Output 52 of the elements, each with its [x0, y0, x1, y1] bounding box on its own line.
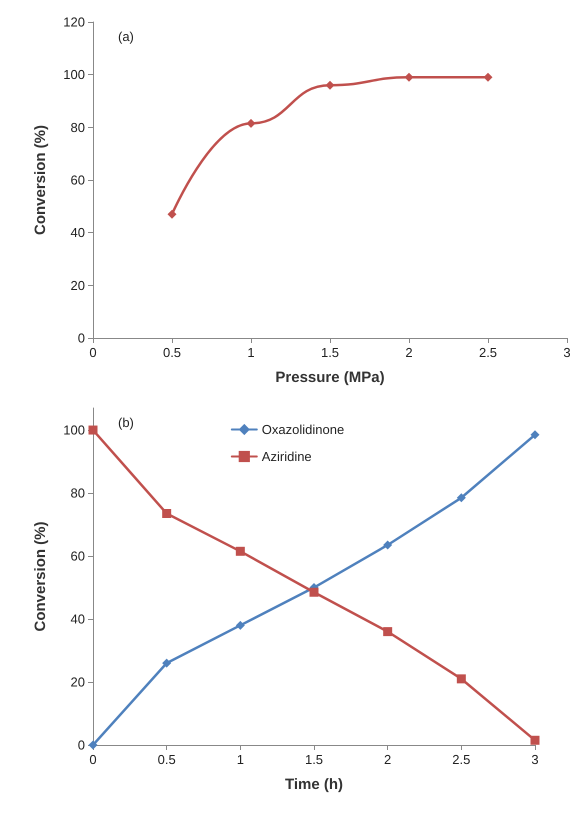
point: [404, 72, 414, 82]
x-tick-label: 0: [89, 752, 97, 767]
point: [530, 430, 540, 440]
point: [162, 509, 172, 518]
y-tick-label: 0: [78, 330, 85, 346]
x-axis-title: Pressure (MPa): [275, 369, 385, 386]
y-tick-label: 20: [70, 278, 85, 293]
point: [530, 736, 540, 745]
x-tick-label: 1.5: [320, 345, 340, 360]
y-tick-label: 100: [63, 422, 85, 438]
y-tick-label: 120: [63, 14, 85, 30]
legend-label: Oxazolidinone: [262, 422, 344, 437]
x-tick-label: 0.5: [162, 345, 182, 360]
x-tick-label: 1: [247, 345, 255, 360]
x-tick-label: 1.5: [304, 752, 324, 767]
point: [383, 540, 392, 550]
annotation: (b): [118, 415, 134, 430]
x-tick-label: 2: [384, 752, 392, 767]
x-tick-label: 2: [405, 345, 413, 360]
y-axis-title: Conversion (%): [32, 521, 49, 632]
point: [456, 493, 466, 502]
x-tick-label: 3: [563, 345, 571, 360]
y-tick-label: 60: [70, 548, 85, 564]
x-tick-label: 2.5: [452, 752, 470, 767]
y-tick-label: 40: [70, 612, 85, 627]
legend-label: Aziridine: [262, 449, 312, 464]
x-tick-label: 0.5: [158, 752, 176, 767]
y-tick-label: 20: [70, 674, 85, 690]
y-tick-label: 40: [70, 225, 85, 240]
point: [456, 674, 466, 684]
point: [484, 72, 492, 82]
point: [88, 426, 98, 435]
point: [162, 658, 172, 668]
x-tick-label: 2.5: [478, 345, 498, 360]
point: [310, 588, 318, 597]
point: [236, 546, 245, 556]
x-tick-label: 1: [236, 752, 244, 767]
x-tick-label: 3: [531, 752, 539, 767]
x-tick-label: 0: [89, 345, 97, 360]
y-tick-label: 80: [70, 486, 85, 501]
y-tick-label: 60: [70, 172, 85, 188]
y-tick-label: 80: [70, 120, 85, 135]
point: [383, 627, 392, 636]
y-tick-label: 100: [63, 67, 85, 82]
y-tick-label: 0: [78, 738, 85, 752]
point: [246, 118, 256, 128]
y-axis-title: Conversion (%): [32, 124, 49, 236]
point: [236, 620, 245, 630]
point: [168, 210, 176, 219]
point: [326, 80, 334, 90]
annotation: (a): [118, 29, 134, 44]
x-axis-title: Time (h): [284, 776, 344, 793]
